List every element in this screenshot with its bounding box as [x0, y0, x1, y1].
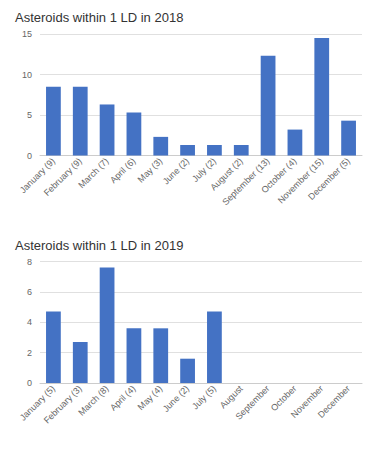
- svg-text:August (2): August (2): [208, 156, 245, 193]
- svg-text:Asteroids within 1 LD in 2018: Asteroids within 1 LD in 2018: [15, 10, 183, 25]
- svg-text:May (3): May (3): [136, 156, 165, 185]
- svg-text:8: 8: [27, 257, 32, 267]
- svg-text:August: August: [217, 383, 245, 411]
- svg-text:March (7): March (7): [76, 156, 110, 190]
- svg-text:15: 15: [22, 29, 32, 39]
- svg-text:May (4): May (4): [136, 383, 165, 412]
- svg-text:November: November: [288, 383, 326, 420]
- svg-text:September: September: [233, 383, 271, 421]
- svg-text:Asteroids within 1 LD in 2019: Asteroids within 1 LD in 2019: [15, 238, 183, 253]
- svg-text:December: December: [316, 383, 352, 419]
- svg-text:June (2): June (2): [161, 383, 191, 413]
- svg-text:March (8): March (8): [76, 383, 110, 417]
- svg-text:November (15): November (15): [276, 156, 325, 205]
- svg-text:July (5): July (5): [190, 383, 218, 411]
- svg-text:10: 10: [22, 70, 32, 80]
- svg-text:January (5): January (5): [17, 383, 57, 423]
- svg-text:February (3): February (3): [42, 383, 84, 425]
- svg-text:June (2): June (2): [161, 156, 191, 186]
- svg-text:0: 0: [27, 151, 32, 161]
- svg-text:4: 4: [27, 317, 32, 327]
- svg-text:February (9): February (9): [42, 156, 84, 198]
- svg-text:April (4): April (4): [108, 383, 137, 412]
- svg-text:January (9): January (9): [17, 156, 57, 196]
- svg-text:October (4): October (4): [259, 156, 299, 196]
- svg-text:5: 5: [27, 110, 32, 120]
- svg-text:April (6): April (6): [108, 156, 137, 185]
- svg-text:October: October: [268, 383, 299, 414]
- svg-text:July (2): July (2): [190, 156, 218, 184]
- svg-text:2: 2: [27, 348, 32, 358]
- svg-text:0: 0: [27, 378, 32, 388]
- svg-text:6: 6: [27, 287, 32, 297]
- svg-text:September (13): September (13): [220, 156, 271, 207]
- svg-text:December (5): December (5): [306, 156, 352, 202]
